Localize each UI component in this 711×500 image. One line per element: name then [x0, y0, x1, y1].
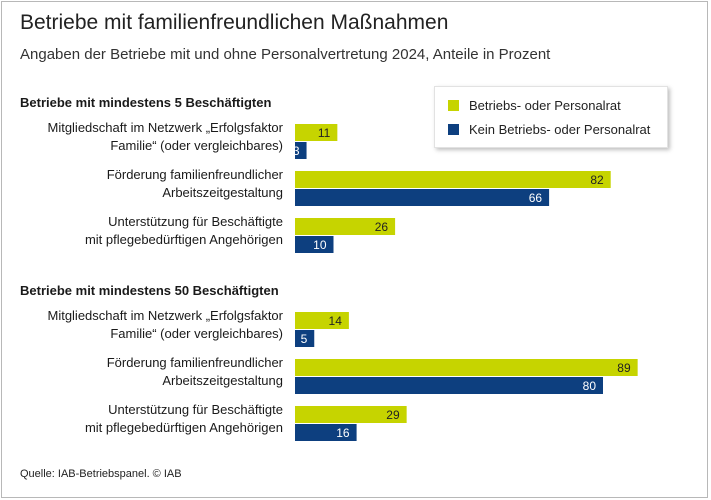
bar	[295, 424, 357, 441]
bar	[295, 142, 307, 159]
bar	[295, 236, 334, 253]
category-label: Unterstützung für Beschäftigte	[108, 214, 283, 229]
category-label: Mitgliedschaft im Netzwerk „Erfolgsfakto…	[47, 120, 283, 135]
data-label: 80	[583, 379, 597, 393]
category-label: mit pflegebedürftigen Angehörigen	[85, 232, 283, 247]
bar	[295, 124, 338, 141]
data-label: 11	[318, 126, 331, 140]
legend: Betriebs- oder Personalrat Kein Betriebs…	[434, 86, 668, 148]
category-label: Förderung familienfreundlicher	[107, 167, 284, 182]
legend-label-series1: Betriebs- oder Personalrat	[469, 97, 621, 113]
bar	[295, 406, 407, 423]
data-label: 3	[293, 144, 300, 158]
data-label: 14	[329, 314, 343, 328]
group-heading: Betriebe mit mindestens 5 Beschäftigten	[20, 95, 271, 110]
data-label: 5	[301, 332, 308, 346]
legend-item-series2: Kein Betriebs- oder Personalrat	[448, 120, 650, 138]
legend-item-series1: Betriebs- oder Personalrat	[448, 96, 621, 114]
bar	[295, 171, 611, 188]
data-label: 89	[617, 361, 631, 375]
legend-label-series2: Kein Betriebs- oder Personalrat	[469, 121, 651, 137]
data-label: 26	[375, 220, 389, 234]
legend-swatch-series1	[448, 99, 459, 111]
group-heading: Betriebe mit mindestens 50 Beschäftigten	[20, 283, 279, 298]
bar	[295, 189, 550, 206]
category-label: Förderung familienfreundlicher	[107, 355, 284, 370]
data-label: 16	[336, 426, 350, 440]
chart-subtitle: Angaben der Betriebe mit und ohne Person…	[20, 46, 551, 63]
category-label: Familie“ (oder vergleichbares)	[110, 138, 283, 153]
legend-swatch-series2	[448, 123, 459, 135]
category-label: Familie“ (oder vergleichbares)	[110, 326, 283, 341]
category-label: Mitgliedschaft im Netzwerk „Erfolgsfakto…	[47, 308, 283, 323]
chart-title: Betriebe mit familienfreundlichen Maßnah…	[20, 11, 449, 34]
category-label: Unterstützung für Beschäftigte	[108, 402, 283, 417]
data-label: 82	[590, 173, 604, 187]
bar	[295, 312, 349, 329]
bar	[295, 218, 396, 235]
data-label: 10	[313, 238, 327, 252]
category-label: Arbeitszeitgestaltung	[162, 373, 283, 388]
data-label: 66	[529, 191, 543, 205]
category-label: Arbeitszeitgestaltung	[162, 185, 283, 200]
category-label: mit pflegebedürftigen Angehörigen	[85, 420, 283, 435]
bar	[295, 377, 603, 394]
data-label: 29	[386, 408, 400, 422]
bar	[295, 330, 315, 347]
source-note: Quelle: IAB-Betriebspanel. © IAB	[20, 468, 182, 480]
bar	[295, 359, 638, 376]
